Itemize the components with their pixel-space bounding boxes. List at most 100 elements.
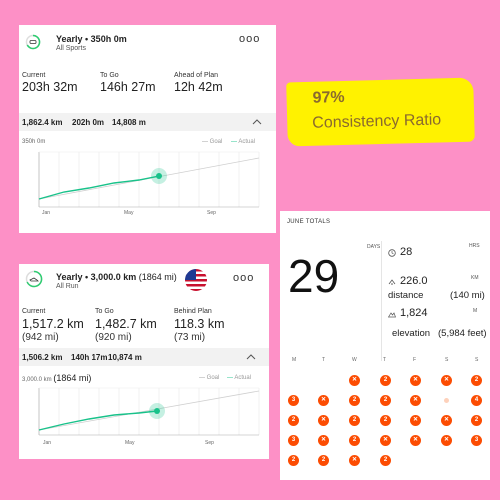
elevation-icon (388, 312, 396, 318)
activity-count-2[interactable]: 2 (318, 455, 329, 466)
goal-title-main: Yearly • 3,000.0 km (56, 272, 137, 282)
elevation-unit: M (473, 308, 478, 314)
total-distance: 1,862.4 km (22, 118, 63, 127)
weekday-label: S (445, 357, 449, 363)
activity-count-2[interactable]: 2 (380, 415, 391, 426)
goal-title: Yearly • 350h 0m (56, 34, 127, 44)
weekday-label: W (352, 357, 357, 363)
chevron-up-icon[interactable] (252, 118, 262, 125)
more-options-button[interactable]: ooo (239, 33, 261, 45)
stat-current: Current 1,517.2 km (942 mi) (22, 308, 84, 343)
chevron-up-icon[interactable] (246, 353, 256, 360)
multi-sport-icon[interactable]: ✕ (380, 435, 391, 446)
days-value: 29 (288, 250, 340, 302)
multi-sport-icon[interactable]: ✕ (410, 435, 421, 446)
stat-to-go: To Go 146h 27m (100, 72, 156, 94)
distance-icon (388, 279, 396, 285)
stat-label: Ahead of Plan (174, 72, 218, 79)
multi-sport-icon[interactable]: ✕ (318, 395, 329, 406)
activity-count-2[interactable]: 2 (471, 375, 482, 386)
elevation-feet: (5,984 feet) (438, 328, 487, 339)
all-sports-icon (25, 34, 41, 50)
weekday-label: M (292, 357, 297, 363)
stat-alt: (942 mi) (22, 332, 59, 343)
days-label: DAYS (367, 244, 381, 250)
multi-sport-icon[interactable]: ✕ (441, 435, 452, 446)
stat-value: 118.3 km (174, 317, 225, 331)
stat-value: 203h 32m (22, 80, 78, 94)
activity-count-2[interactable]: 2 (471, 415, 482, 426)
run-icon (25, 270, 43, 288)
total-time: 202h 0m (72, 118, 105, 127)
weekday-label: T (322, 357, 326, 363)
clock-icon (388, 249, 396, 257)
stat-value: 12h 42m (174, 80, 223, 94)
elevation-value: 1,824 (400, 307, 428, 319)
consistency-callout: 97% Consistency Ratio (286, 77, 475, 147)
stat-label: Behind Plan (174, 308, 212, 315)
weekday-label: F (413, 357, 417, 363)
distance-value: 226.0 (400, 275, 428, 287)
activity-count-3[interactable]: 3 (288, 435, 299, 446)
totals-bar[interactable]: 1,506.2 km 140h 17m 10,874 m (19, 348, 269, 366)
stat-label: Current (22, 72, 46, 79)
month-tick: Jan (42, 210, 51, 216)
total-elevation: 14,808 m (112, 118, 146, 127)
legend-goal: — Goal (199, 375, 220, 381)
goal-subtitle: All Run (56, 283, 79, 290)
multi-sport-icon[interactable]: ✕ (410, 415, 421, 426)
goal-subtitle: All Sports (56, 45, 86, 52)
multi-sport-icon[interactable]: ✕ (441, 375, 452, 386)
activity-count-4[interactable]: 4 (471, 395, 482, 406)
hours-value: 28 (400, 246, 413, 258)
month-tick: Sep (207, 210, 216, 216)
hours-label: HRS (469, 243, 480, 249)
goal-card-distance[interactable]: Yearly • 3,000.0 km (1864 mi) All Run oo… (19, 264, 269, 459)
activity-count-3[interactable]: 3 (288, 395, 299, 406)
multi-sport-icon[interactable]: ✕ (441, 415, 452, 426)
multi-sport-icon[interactable]: ✕ (318, 415, 329, 426)
stat-alt: (73 mi) (174, 332, 206, 343)
goal-card-time[interactable]: Yearly • 350h 0m All Sports ooo Current … (19, 25, 276, 233)
multi-sport-icon[interactable]: ✕ (410, 395, 421, 406)
activity-count-2[interactable]: 2 (380, 395, 391, 406)
legend-actual: — Actual (227, 375, 252, 381)
weekday-label: S (475, 357, 479, 363)
multi-sport-icon[interactable]: ✕ (349, 455, 360, 466)
elevation-word: elevation (392, 328, 431, 339)
stat-label: Current (22, 308, 46, 315)
totals-bar[interactable]: 1,862.4 km 202h 0m 14,808 m (19, 113, 276, 131)
multi-sport-icon[interactable]: ✕ (318, 435, 329, 446)
activity-count-2[interactable]: 2 (349, 395, 360, 406)
total-time: 140h 17m (71, 353, 108, 362)
month-tick: May (125, 440, 135, 446)
stat-value: 146h 27m (100, 80, 156, 94)
stat-to-go: To Go 1,482.7 km (920 mi) (95, 308, 157, 343)
activity-count-2[interactable]: 2 (380, 455, 391, 466)
activity-count-2[interactable]: 2 (380, 375, 391, 386)
more-options-button[interactable]: ooo (233, 272, 255, 284)
month-tick: Jan (43, 440, 52, 446)
divider (381, 241, 382, 361)
stat-label: To Go (95, 308, 114, 315)
distance-miles: (140 mi) (450, 290, 485, 301)
consistency-percent: 97% (312, 88, 345, 107)
rest-day-dot[interactable] (444, 398, 449, 403)
june-totals-header: JUNE TOTALS (287, 219, 331, 225)
stat-ahead-of-plan: Ahead of Plan 12h 42m (174, 72, 223, 94)
consistency-label: Consistency Ratio (312, 111, 442, 132)
weekday-label: T (383, 357, 387, 363)
total-distance: 1,506.2 km (22, 353, 63, 362)
activity-count-3[interactable]: 3 (471, 435, 482, 446)
multi-sport-icon[interactable]: ✕ (349, 375, 360, 386)
multi-sport-icon[interactable]: ✕ (410, 375, 421, 386)
activity-count-2[interactable]: 2 (349, 415, 360, 426)
goal-axis-label: 3,000.0 km (1864 mi) (22, 373, 92, 383)
activity-count-2[interactable]: 2 (288, 415, 299, 426)
month-tick: Sep (205, 440, 214, 446)
goal-title: Yearly • 3,000.0 km (1864 mi) (56, 272, 177, 282)
us-flag-icon (185, 269, 207, 291)
activity-count-2[interactable]: 2 (288, 455, 299, 466)
progress-chart (38, 151, 260, 208)
activity-count-2[interactable]: 2 (349, 435, 360, 446)
